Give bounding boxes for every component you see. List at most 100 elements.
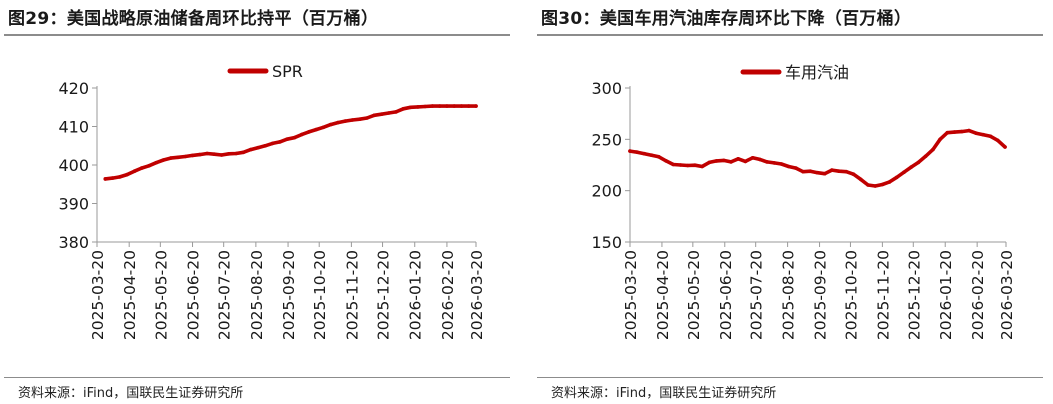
x-tick-label: 2025-09-20 [812,250,830,340]
gasoline-line-chart: 150 200 250 300 2025-03-20 2025-04-20 2025-05-… [591,63,1016,340]
data-point [248,147,253,152]
data-point [909,165,913,169]
data-point [205,151,209,156]
data-point [693,163,697,167]
data-point [822,171,827,176]
data-point [125,172,129,177]
data-point [176,155,180,160]
data-point [779,162,784,166]
y-tick-label: 380 [58,233,89,252]
data-point [851,172,856,176]
data-point [714,159,719,163]
data-point [321,125,326,130]
data-point [219,153,224,157]
data-point [772,161,776,165]
data-point [445,104,449,108]
chart-title: 图30：美国车用汽油库存周环比下降（百万桶） [541,9,912,29]
x-tick-label: 2026-01-20 [937,250,955,340]
data-point [278,140,282,144]
series-line [103,104,478,181]
data-point [357,117,362,121]
data-point [168,156,173,160]
data-point [880,182,885,187]
data-point [350,118,355,122]
x-tick-label: 2025-04-20 [654,250,672,340]
x-tick-label: 2025-03-20 [89,250,107,340]
data-point [916,160,921,165]
y-tick-label: 200 [591,182,622,201]
legend-label: 车用汽油 [785,63,849,82]
data-point [866,183,870,187]
data-point [678,163,683,167]
title-divider [4,34,510,36]
data-point [981,132,986,137]
data-point [292,135,297,140]
x-tick-label: 2025-11-20 [343,250,361,340]
data-point [844,169,849,174]
data-point [895,175,899,180]
data-point [996,138,1000,143]
data-point [139,166,144,170]
data-point [154,160,158,165]
data-point [285,137,289,141]
data-point [873,184,877,188]
source-note: 资料来源：iFind，国联民生证券研究所 [551,386,777,401]
data-point [685,163,690,168]
data-point [794,166,798,170]
title-divider [537,34,1043,36]
data-point [299,132,304,137]
chart-panel-spr: 图29：美国战略原油储备周环比持平（百万桶） 380 390 400 410 420 20… [0,0,520,404]
data-point [765,160,769,164]
data-point [343,119,348,123]
data-point [212,152,217,156]
data-point [700,164,704,169]
x-tick-label: 2025-06-20 [717,250,735,340]
data-point [110,176,115,180]
x-tick-label: 2025-10-20 [842,250,860,340]
x-tick-label: 2026-03-20 [468,250,486,340]
chart-panel-gasoline: 图30：美国车用汽油库存周环比下降（百万桶） 150 200 250 300 2025-… [533,0,1053,404]
data-point [808,169,813,173]
data-point [256,145,260,150]
x-tick-label: 2025-07-20 [216,250,234,340]
data-point [459,104,464,108]
data-point [452,104,457,108]
data-point [437,104,442,108]
series-line [628,128,1007,188]
y-tick-label: 300 [591,79,622,98]
data-point [307,130,311,134]
data-point [902,170,906,174]
data-point [416,105,420,109]
data-point [758,157,762,162]
data-point [729,160,733,164]
x-tick-label: 2025-06-20 [185,250,203,340]
x-tick-label: 2025-07-20 [748,250,766,340]
data-point [263,144,268,148]
data-point [147,164,151,168]
data-point [314,127,318,132]
legend-label: SPR [272,62,303,81]
data-point [815,170,820,175]
data-point [952,130,957,134]
data-point [743,159,748,164]
x-tick-label: 2026-02-20 [969,250,987,340]
data-point [664,159,668,163]
data-point [423,104,427,109]
data-point [830,168,834,172]
data-point [474,104,478,108]
data-point [183,154,188,159]
data-point [649,153,654,157]
x-tick-label: 2025-08-20 [780,250,798,340]
y-tick-label: 150 [591,233,622,252]
data-point [161,158,166,162]
y-tick-label: 400 [58,156,89,175]
data-point [394,110,398,114]
x-tick-label: 2025-09-20 [280,250,298,340]
data-point [430,104,435,108]
data-point [190,153,195,158]
x-tick-label: 2025-12-20 [905,250,923,340]
data-point [721,158,726,163]
data-point [938,137,942,142]
x-tick-label: 2026-02-20 [439,250,457,340]
x-tick-label: 2026-03-20 [998,250,1016,340]
